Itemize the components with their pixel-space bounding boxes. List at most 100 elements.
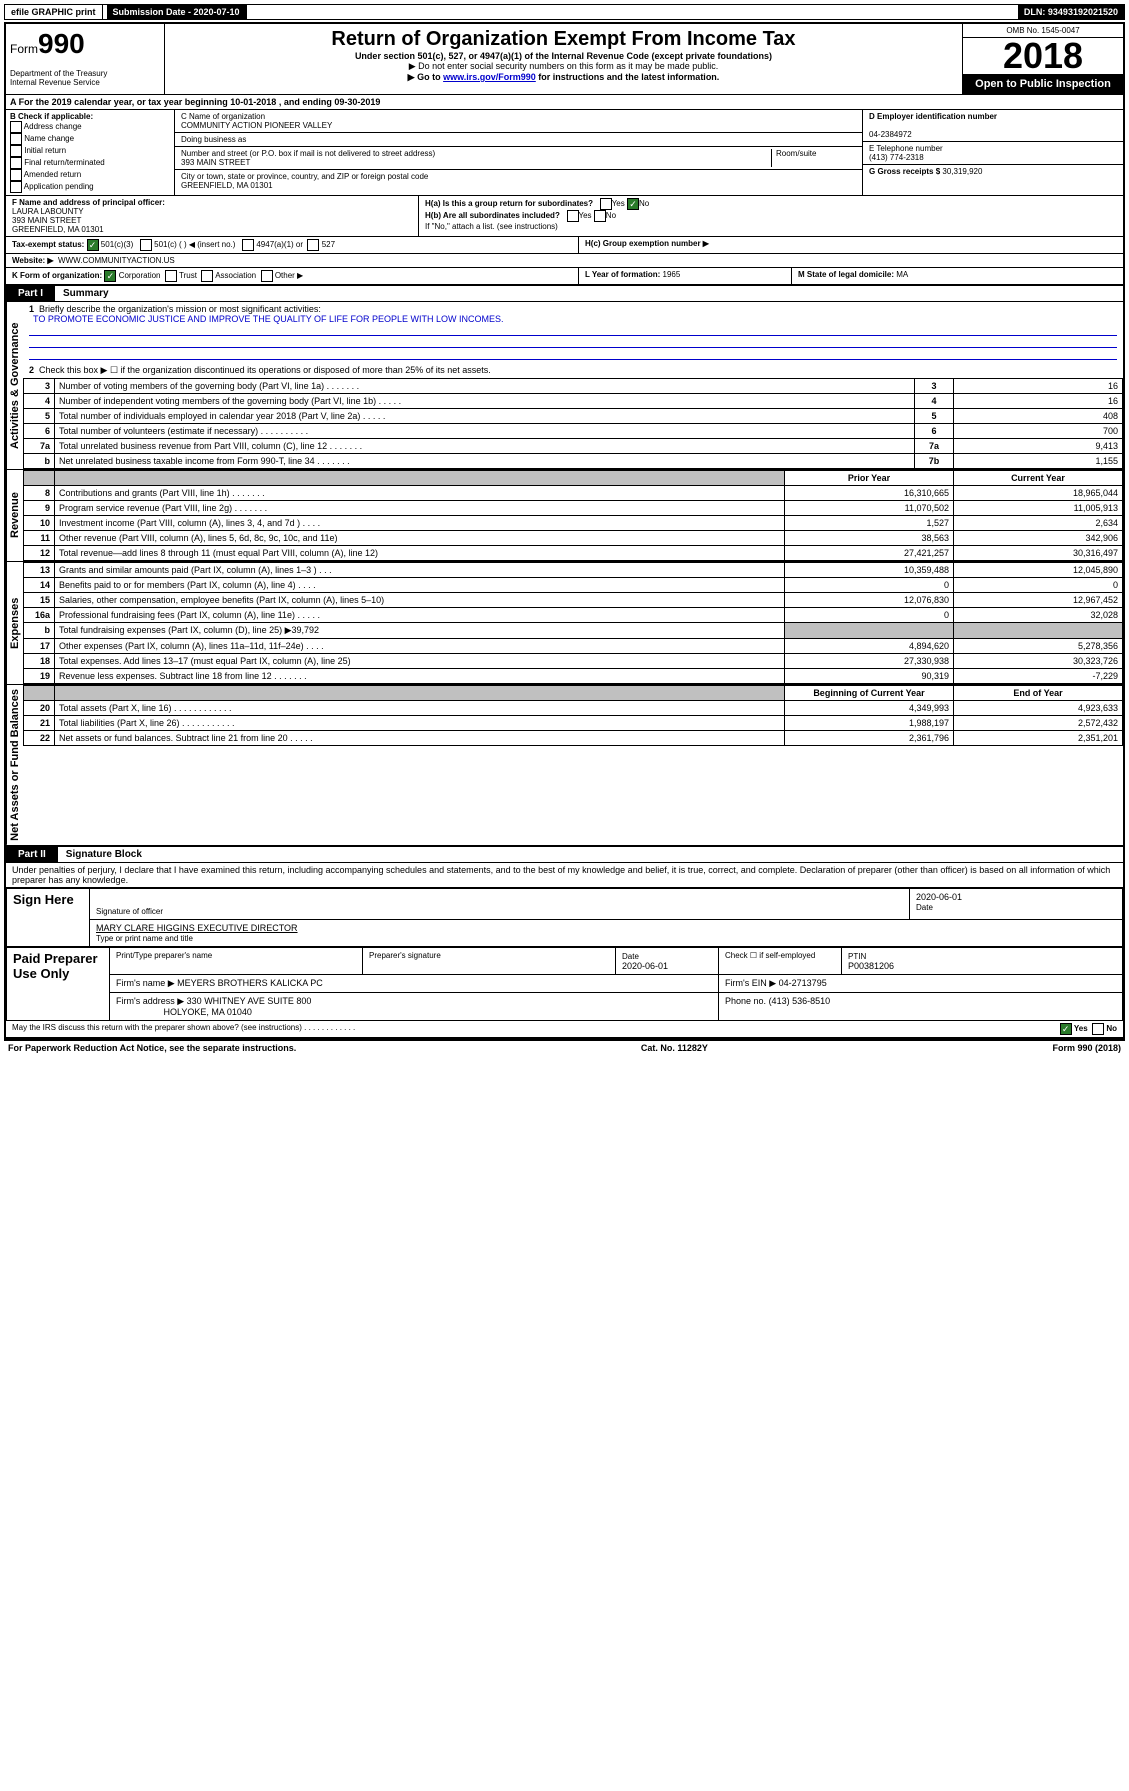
firm-addr1: 330 WHITNEY AVE SUITE 800 <box>187 996 312 1006</box>
dln: DLN: 93493192021520 <box>1018 5 1124 19</box>
checkbox-checked-icon[interactable]: ✓ <box>1060 1023 1072 1035</box>
table-row: 7aTotal unrelated business revenue from … <box>24 439 1123 454</box>
table-row: 13Grants and similar amounts paid (Part … <box>24 563 1123 578</box>
room-label: Room/suite <box>771 149 856 167</box>
checkbox-icon[interactable] <box>307 239 319 251</box>
chk-name: Name change <box>24 134 74 143</box>
table-row: 18Total expenses. Add lines 13–17 (must … <box>24 654 1123 669</box>
website-value: WWW.COMMUNITYACTION.US <box>58 256 175 265</box>
checkbox-icon[interactable] <box>10 157 22 169</box>
line-label: Total expenses. Add lines 13–17 (must eq… <box>55 654 785 669</box>
line-label: Salaries, other compensation, employee b… <box>55 593 785 608</box>
line-label: Other revenue (Part VIII, column (A), li… <box>55 531 785 546</box>
line-number: 5 <box>24 409 55 424</box>
checkbox-checked-icon[interactable]: ✓ <box>627 198 639 210</box>
irs-link[interactable]: www.irs.gov/Form990 <box>443 72 536 82</box>
checkbox-icon[interactable] <box>10 133 22 145</box>
box-l-value: 1965 <box>663 270 681 279</box>
page-footer: For Paperwork Reduction Act Notice, see … <box>4 1041 1125 1055</box>
h-a-label: H(a) Is this a group return for subordin… <box>425 199 593 208</box>
line-2-label: Check this box ▶ ☐ if the organization d… <box>39 365 491 375</box>
line-number: 17 <box>24 639 55 654</box>
k-corp: Corporation <box>119 271 161 280</box>
chk-initial: Initial return <box>24 146 66 155</box>
checkbox-icon[interactable] <box>10 169 22 181</box>
line-number: 18 <box>24 654 55 669</box>
checkbox-icon[interactable] <box>567 210 579 222</box>
period-begin: 10-01-2018 <box>230 97 276 107</box>
prep-date-cell: Date 2020-06-01 <box>616 947 719 974</box>
sign-row-2: MARY CLARE HIGGINS EXECUTIVE DIRECTOR Ty… <box>7 919 1123 946</box>
form-footer: Form 990 (2018) <box>1052 1043 1121 1053</box>
h-b-label: H(b) Are all subordinates included? <box>425 211 560 220</box>
revenue-table: Prior YearCurrent Year8Contributions and… <box>23 470 1123 561</box>
form-number: Form990 <box>10 28 160 60</box>
box-j: Website: ▶ WWW.COMMUNITYACTION.US <box>6 254 1123 267</box>
box-b: B Check if applicable: Address change Na… <box>6 110 175 195</box>
line-label: Total fundraising expenses (Part IX, col… <box>55 623 785 639</box>
phone-label: E Telephone number <box>869 144 943 153</box>
checkbox-icon[interactable] <box>10 145 22 157</box>
line-label: Total number of volunteers (estimate if … <box>55 424 915 439</box>
chk-final: Final return/terminated <box>24 158 104 167</box>
website-row: Website: ▶ WWW.COMMUNITYACTION.US <box>6 254 1123 268</box>
table-row: 21Total liabilities (Part X, line 26) . … <box>24 716 1123 731</box>
prep-addr-row: Firm's address ▶ 330 WHITNEY AVE SUITE 8… <box>7 992 1123 1020</box>
line-number: 3 <box>24 379 55 394</box>
checkbox-icon[interactable] <box>165 270 177 282</box>
table-row: 14Benefits paid to or for members (Part … <box>24 578 1123 593</box>
prior-value: 4,349,993 <box>785 701 954 716</box>
sign-here-label: Sign Here <box>7 888 90 946</box>
gross-value: 30,319,920 <box>942 167 982 176</box>
current-value: 2,351,201 <box>954 731 1123 746</box>
firm-name-cell: Firm's name ▶ MEYERS BROTHERS KALICKA PC <box>110 974 719 992</box>
mission-block: 1 Briefly describe the organization's mi… <box>23 302 1123 363</box>
line-number: 6 <box>24 424 55 439</box>
checkbox-icon[interactable] <box>1092 1023 1104 1035</box>
line-number: b <box>24 623 55 639</box>
yes-label: Yes <box>1074 1024 1088 1033</box>
box-m-label: M State of legal domicile: <box>798 270 894 279</box>
prior-value: 12,076,830 <box>785 593 954 608</box>
part-ii-header: Part II Signature Block <box>6 846 1123 863</box>
line-number: 7a <box>24 439 55 454</box>
firm-label: Firm's name ▶ <box>116 978 175 988</box>
period-end: 09-30-2019 <box>334 97 380 107</box>
table-row: 4Number of independent voting members of… <box>24 394 1123 409</box>
goto-suffix: for instructions and the latest informat… <box>536 72 720 82</box>
top-bar: efile GRAPHIC print Submission Date - 20… <box>4 4 1125 20</box>
checkbox-checked-icon[interactable]: ✓ <box>87 239 99 251</box>
part-ii-title: Signature Block <box>58 847 150 862</box>
box-number: 5 <box>915 409 954 424</box>
line-number: 4 <box>24 394 55 409</box>
checkbox-icon[interactable] <box>594 210 606 222</box>
line-label: Contributions and grants (Part VIII, lin… <box>55 486 785 501</box>
firm-value: MEYERS BROTHERS KALICKA PC <box>177 978 323 988</box>
checkbox-icon[interactable] <box>600 198 612 210</box>
line-label: Net assets or fund balances. Subtract li… <box>55 731 785 746</box>
checkbox-icon[interactable] <box>10 121 22 133</box>
prior-value: 90,319 <box>785 669 954 684</box>
checkbox-icon[interactable] <box>201 270 213 282</box>
revenue-vlabel: Revenue <box>6 470 23 561</box>
phone-cell: E Telephone number (413) 774-2318 <box>863 142 1123 165</box>
checkbox-checked-icon[interactable]: ✓ <box>104 270 116 282</box>
checkbox-icon[interactable] <box>140 239 152 251</box>
org-name-label: C Name of organization <box>181 112 265 121</box>
officer-addr1: 393 MAIN STREET <box>12 216 81 225</box>
checkbox-icon[interactable] <box>242 239 254 251</box>
line-label: Number of independent voting members of … <box>55 394 915 409</box>
current-value: 2,634 <box>954 516 1123 531</box>
efile-label[interactable]: efile GRAPHIC print <box>5 5 103 19</box>
col-header: Beginning of Current Year <box>785 686 954 701</box>
current-value: 12,045,890 <box>954 563 1123 578</box>
h-b2-row: If "No," attach a list. (see instruction… <box>425 222 1117 231</box>
current-value: 5,278,356 <box>954 639 1123 654</box>
checkbox-icon[interactable] <box>261 270 273 282</box>
checkbox-icon[interactable] <box>10 181 22 193</box>
line-label: Total number of individuals employed in … <box>55 409 915 424</box>
table-row: bNet unrelated business taxable income f… <box>24 454 1123 469</box>
governance-section: Activities & Governance 1 Briefly descri… <box>6 302 1123 470</box>
prior-value <box>785 623 954 639</box>
officer-addr2: GREENFIELD, MA 01301 <box>12 225 104 234</box>
